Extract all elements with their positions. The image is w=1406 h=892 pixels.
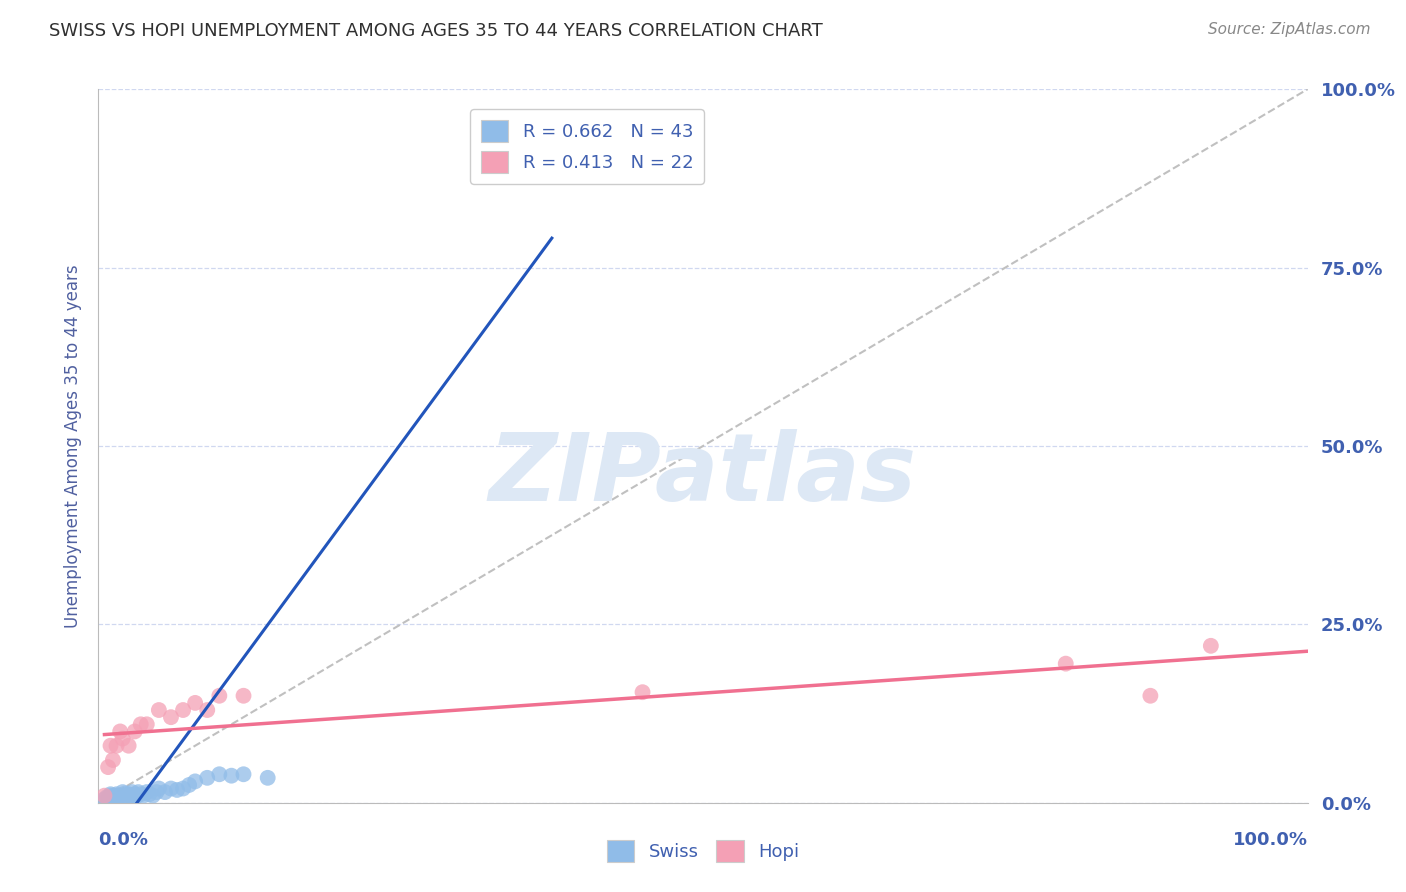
Point [195, 703, 218, 717]
Point [100, 787, 122, 801]
Point [166, 783, 188, 797]
Point [121, 785, 143, 799]
Legend: Swiss, Hopi: Swiss, Hopi [600, 833, 806, 870]
Text: 100.0%: 100.0% [1233, 831, 1308, 849]
Point [129, 787, 152, 801]
Text: Source: ZipAtlas.com: Source: ZipAtlas.com [1208, 22, 1371, 37]
Point [103, 789, 125, 803]
Point [118, 790, 141, 805]
Point [135, 785, 157, 799]
Point [118, 739, 141, 753]
Point [142, 789, 165, 803]
Point [208, 767, 231, 781]
Point [129, 717, 152, 731]
Point [148, 781, 170, 796]
Point [127, 785, 149, 799]
Point [124, 790, 146, 805]
Point [127, 789, 149, 803]
Point [108, 789, 131, 804]
Text: 0.0%: 0.0% [98, 831, 149, 849]
Point [1139, 689, 1161, 703]
Point [1054, 657, 1077, 671]
Text: SWISS VS HOPI UNEMPLOYMENT AMONG AGES 35 TO 44 YEARS CORRELATION CHART: SWISS VS HOPI UNEMPLOYMENT AMONG AGES 35… [49, 22, 823, 40]
Point [145, 785, 167, 799]
Point [111, 785, 134, 799]
Point [93, 792, 115, 806]
Point [172, 781, 194, 796]
Point [208, 689, 231, 703]
Point [132, 789, 155, 803]
Point [105, 787, 128, 801]
Point [184, 696, 207, 710]
Point [111, 790, 134, 805]
Point [120, 789, 142, 803]
Point [179, 778, 201, 792]
Point [135, 717, 157, 731]
Point [195, 771, 218, 785]
Point [101, 790, 124, 805]
Point [114, 787, 136, 801]
Point [232, 689, 254, 703]
Point [221, 769, 243, 783]
Point [510, 157, 533, 171]
Point [100, 739, 122, 753]
Point [108, 789, 131, 803]
Point [101, 753, 124, 767]
Point [160, 710, 183, 724]
Point [124, 787, 146, 801]
Point [124, 724, 146, 739]
Point [108, 724, 131, 739]
Point [184, 774, 207, 789]
Y-axis label: Unemployment Among Ages 35 to 44 years: Unemployment Among Ages 35 to 44 years [63, 264, 82, 628]
Point [100, 789, 122, 803]
Point [97, 791, 120, 805]
Legend: R = 0.662   N = 43, R = 0.413   N = 22: R = 0.662 N = 43, R = 0.413 N = 22 [470, 109, 704, 184]
Point [160, 781, 183, 796]
Point [105, 739, 128, 753]
Point [118, 787, 141, 801]
Point [232, 767, 254, 781]
Point [138, 787, 160, 801]
Point [97, 760, 120, 774]
Point [105, 790, 128, 805]
Point [1199, 639, 1222, 653]
Point [93, 789, 115, 803]
Point [111, 731, 134, 746]
Point [540, 146, 562, 161]
Point [631, 685, 654, 699]
Point [148, 703, 170, 717]
Point [114, 789, 136, 803]
Point [172, 703, 194, 717]
Point [256, 771, 278, 785]
Text: ZIPatlas: ZIPatlas [489, 428, 917, 521]
Point [153, 785, 176, 799]
Point [96, 790, 118, 805]
